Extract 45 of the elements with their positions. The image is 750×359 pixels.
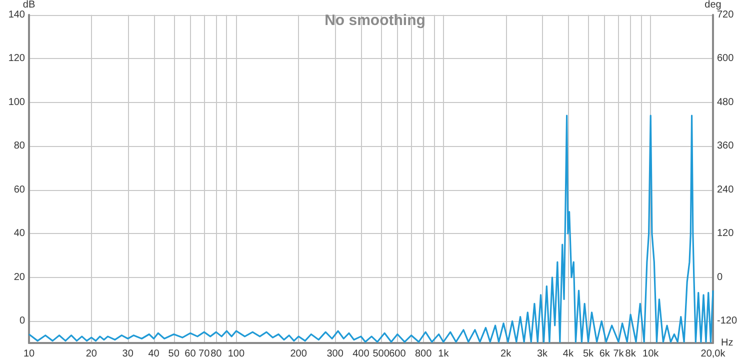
y2-tick-label: 600	[717, 53, 734, 64]
x-tick-label: 30	[122, 348, 134, 359]
x-tick-label: 400	[352, 348, 370, 359]
y-tick-label: 60	[14, 184, 26, 196]
y-tick-label: 100	[8, 96, 26, 108]
x-tick-label: 50	[168, 348, 180, 359]
y2-tick-label: 720	[717, 9, 734, 20]
x-tick-label: 60	[184, 348, 196, 359]
x-tick-label: 500	[372, 348, 390, 359]
x-tick-label: 10	[23, 348, 35, 359]
chart-title: No smoothing	[324, 12, 426, 29]
x-tick-label: 2k	[500, 348, 512, 359]
x-tick-label: 5k	[582, 348, 595, 359]
x-tick-label: 10k	[642, 348, 660, 359]
x-tick-label: 6k	[599, 348, 611, 359]
y2-tick-label: 240	[717, 184, 734, 196]
y2-tick-label: 360	[717, 140, 734, 152]
y2-tick-label: 120	[717, 228, 734, 240]
y-tick-label: 0	[19, 316, 26, 327]
x-tick-label: 200	[290, 348, 308, 359]
x-tick-label: 800	[414, 348, 432, 359]
y-tick-label: 140	[8, 9, 26, 20]
x-tick-label: 20,0k	[700, 348, 726, 359]
y-axis-title: dB	[22, 0, 36, 10]
x-tick-label: 600	[389, 348, 406, 359]
x-tick-label: 1k	[438, 348, 450, 359]
x-tick-label: 80	[210, 348, 222, 359]
y2-axis-title: deg	[704, 0, 722, 10]
y-tick-label: 80	[14, 140, 26, 152]
y2-tick-label: -120	[717, 316, 738, 327]
y-tick-label: 120	[8, 53, 26, 64]
y2-tick-label: 480	[717, 96, 734, 108]
x-tick-label: 70	[198, 348, 210, 359]
x-tick-label: 40	[148, 348, 160, 359]
x-tick-label: 7k	[613, 348, 625, 359]
x-tick-label: 8k	[625, 348, 637, 359]
y-tick-label: 20	[14, 272, 26, 283]
x-tick-label: 4k	[562, 348, 574, 359]
x-tick-label: 100	[228, 348, 245, 359]
y2-tick-label: 0	[717, 272, 723, 283]
x-axis-title: Hz	[721, 338, 734, 348]
x-tick-label: 3k	[537, 348, 549, 359]
y-tick-label: 40	[14, 228, 26, 240]
x-tick-label: 20	[86, 348, 98, 359]
x-tick-label: 300	[326, 348, 344, 359]
